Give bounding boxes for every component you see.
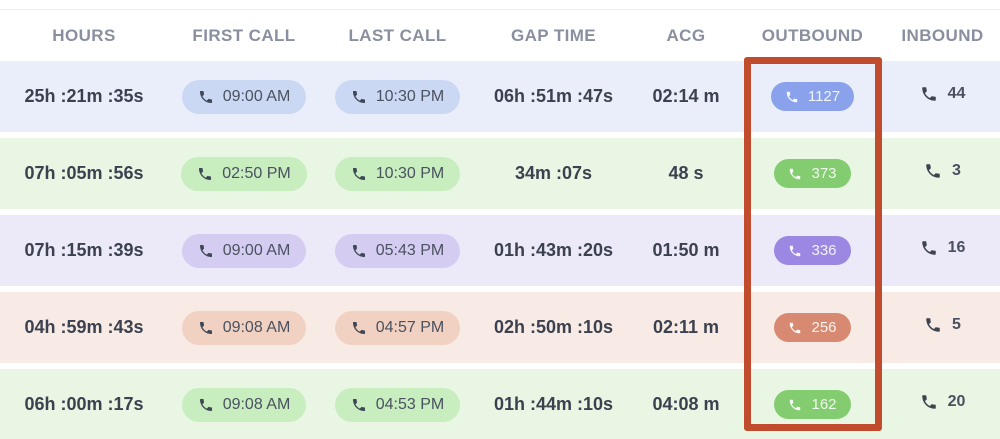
- table-row: 04h :59m :43s 09:08 AM 04:57 PM 02h :50m…: [0, 292, 1000, 363]
- table-row: 06h :00m :17s 09:08 AM 04:53 PM 01h :44m…: [0, 369, 1000, 439]
- hours-value: 04h :59m :43s: [24, 317, 144, 337]
- first-call-pill: 09:00 AM: [181, 233, 307, 268]
- outbound-count-pill: 1127: [770, 82, 855, 111]
- phone-icon: [352, 167, 365, 180]
- outbound-count-pill: 256: [774, 313, 851, 342]
- first-call-pill: 09:08 AM: [181, 387, 307, 422]
- acg-value: 48 s: [668, 163, 704, 183]
- acg-value: 01:50 m: [652, 240, 720, 260]
- gap-time-value: 01h :43m :20s: [493, 240, 614, 260]
- acg-value: 04:08 m: [652, 394, 720, 414]
- phone-icon: [199, 167, 212, 180]
- acg-value: 02:14 m: [652, 86, 720, 106]
- last-call-pill: 05:43 PM: [334, 233, 461, 268]
- inbound-value: 44: [947, 85, 966, 102]
- inbound-count: 3: [924, 162, 961, 180]
- inbound-count: 20: [920, 393, 966, 411]
- first-call-pill: 09:00 AM: [181, 79, 307, 114]
- last-call-time: 10:30 PM: [375, 87, 445, 105]
- first-call-time: 09:08 AM: [222, 395, 291, 413]
- inbound-count: 5: [924, 316, 961, 334]
- gap-time-value: 01h :44m :10s: [493, 394, 614, 414]
- col-header-first-call: FIRST CALL: [192, 26, 296, 45]
- inbound-value: 20: [947, 393, 966, 410]
- phone-icon: [926, 318, 940, 332]
- phone-icon: [199, 398, 212, 411]
- outbound-count-pill: 373: [774, 159, 851, 188]
- phone-icon: [790, 168, 801, 179]
- col-header-hours: HOURS: [52, 26, 116, 45]
- outbound-count: 256: [811, 319, 837, 336]
- table-row: 07h :15m :39s 09:00 AM 05:43 PM 01h :43m…: [0, 215, 1000, 286]
- phone-icon: [199, 321, 212, 334]
- col-header-gap-time: GAP TIME: [510, 26, 597, 45]
- outbound-count: 162: [811, 396, 837, 413]
- table-body: 25h :21m :35s 09:00 AM 10:30 PM 06h :51m…: [0, 61, 1000, 439]
- phone-icon: [199, 244, 212, 257]
- table-header: HOURS FIRST CALL LAST CALL GAP TIME ACG …: [0, 10, 1000, 62]
- col-header-outbound: OUTBOUND: [761, 26, 864, 45]
- first-call-pill: 09:08 AM: [181, 310, 307, 345]
- phone-icon: [352, 321, 365, 334]
- phone-icon: [921, 241, 936, 255]
- phone-icon: [199, 90, 212, 103]
- acg-value: 02:11 m: [652, 317, 720, 337]
- first-call-pill: 02:50 PM: [181, 156, 307, 191]
- inbound-count: 44: [920, 85, 966, 103]
- last-call-time: 04:57 PM: [375, 318, 445, 336]
- phone-icon: [921, 87, 936, 101]
- phone-icon: [352, 398, 365, 411]
- phone-icon: [352, 90, 365, 103]
- outbound-count: 373: [811, 165, 837, 182]
- top-divider: [0, 9, 1000, 10]
- table-row: 07h :05m :56s 02:50 PM 10:30 PM 34m :07s…: [0, 138, 1000, 209]
- first-call-time: 09:00 AM: [222, 87, 291, 105]
- outbound-count-pill: 162: [774, 390, 851, 419]
- phone-icon: [790, 245, 801, 256]
- outbound-count: 1127: [807, 88, 841, 105]
- hours-value: 07h :15m :39s: [24, 240, 144, 260]
- last-call-pill: 04:57 PM: [334, 310, 461, 345]
- phone-icon: [786, 91, 798, 102]
- phone-icon: [790, 322, 801, 333]
- col-header-inbound: INBOUND: [901, 26, 984, 45]
- hours-value: 06h :00m :17s: [24, 394, 144, 414]
- gap-time-value: 34m :07s: [514, 163, 593, 183]
- hours-value: 25h :21m :35s: [24, 86, 144, 106]
- first-call-time: 09:08 AM: [222, 318, 291, 336]
- phone-icon: [352, 244, 365, 257]
- col-header-acg: ACG: [666, 26, 706, 45]
- last-call-pill: 10:30 PM: [334, 156, 461, 191]
- inbound-value: 16: [947, 239, 966, 256]
- gap-time-value: 02h :50m :10s: [493, 317, 614, 337]
- outbound-count-pill: 336: [774, 236, 851, 265]
- last-call-pill: 10:30 PM: [334, 79, 461, 114]
- phone-icon: [790, 399, 801, 410]
- phone-icon: [921, 395, 936, 409]
- inbound-count: 16: [920, 239, 966, 257]
- phone-icon: [926, 164, 940, 178]
- last-call-pill: 04:53 PM: [334, 387, 461, 422]
- last-call-time: 10:30 PM: [375, 164, 445, 182]
- last-call-time: 05:43 PM: [375, 241, 445, 259]
- first-call-time: 09:00 AM: [222, 241, 291, 259]
- inbound-value: 3: [952, 162, 961, 179]
- first-call-time: 02:50 PM: [222, 164, 291, 182]
- last-call-time: 04:53 PM: [375, 395, 445, 413]
- gap-time-value: 06h :51m :47s: [493, 86, 614, 106]
- col-header-last-call: LAST CALL: [348, 26, 447, 45]
- table-row: 25h :21m :35s 09:00 AM 10:30 PM 06h :51m…: [0, 61, 1000, 132]
- outbound-count: 336: [811, 242, 837, 259]
- hours-value: 07h :05m :56s: [24, 163, 144, 183]
- inbound-value: 5: [952, 316, 961, 333]
